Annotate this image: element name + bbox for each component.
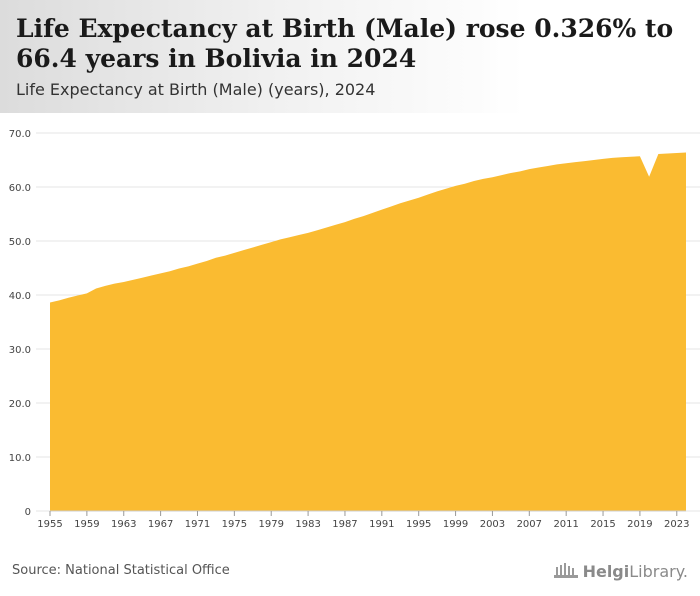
x-tick-label: 1967 <box>148 519 173 530</box>
x-tick-label: 1983 <box>295 519 320 530</box>
x-tick-label: 1987 <box>332 519 357 530</box>
x-tick-label: 1979 <box>258 519 283 530</box>
y-tick-label: 60.0 <box>9 183 31 194</box>
y-tick-label: 70.0 <box>9 129 31 140</box>
helgi-library-logo[interactable]: HelgiLibrary. <box>553 561 688 581</box>
series-area <box>50 152 686 511</box>
chart-title: Life Expectancy at Birth (Male) rose 0.3… <box>16 14 674 73</box>
x-tick-label: 1959 <box>74 519 99 530</box>
x-tick-label: 1995 <box>406 519 431 530</box>
x-tick-label: 1971 <box>185 519 210 530</box>
library-building-icon <box>553 563 578 578</box>
x-tick-label: 1999 <box>443 519 468 530</box>
y-tick-label: 20.0 <box>9 399 31 410</box>
x-tick-label: 2003 <box>480 519 505 530</box>
x-tick-label: 1975 <box>222 519 247 530</box>
area-chart: 0 10.0 20.0 30.0 40.0 50.0 60.0 70.0 1955 1959 196… <box>9 129 700 530</box>
y-tick-label: 40.0 <box>9 291 31 302</box>
y-tick-label: 50.0 <box>9 237 31 248</box>
y-tick-label: 0 <box>25 507 31 518</box>
x-tick-label: 2023 <box>664 519 689 530</box>
x-tick-label: 2007 <box>517 519 542 530</box>
x-tick-label: 1963 <box>111 519 136 530</box>
x-tick-label: 2015 <box>590 519 615 530</box>
x-tick-label: 1991 <box>369 519 394 530</box>
x-tick-label: 1955 <box>37 519 62 530</box>
y-tick-label: 10.0 <box>9 453 31 464</box>
x-tick-label: 2019 <box>627 519 652 530</box>
logo-bold-text: Helgi <box>582 561 630 581</box>
logo-rest-text: Library. <box>629 561 688 581</box>
chart-subtitle: Life Expectancy at Birth (Male) (years),… <box>16 80 376 99</box>
y-tick-label: 30.0 <box>9 345 31 356</box>
x-tick-label: 2011 <box>553 519 578 530</box>
header-band: Life Expectancy at Birth (Male) rose 0.3… <box>0 0 700 113</box>
source-note: Source: National Statistical Office <box>12 563 230 578</box>
